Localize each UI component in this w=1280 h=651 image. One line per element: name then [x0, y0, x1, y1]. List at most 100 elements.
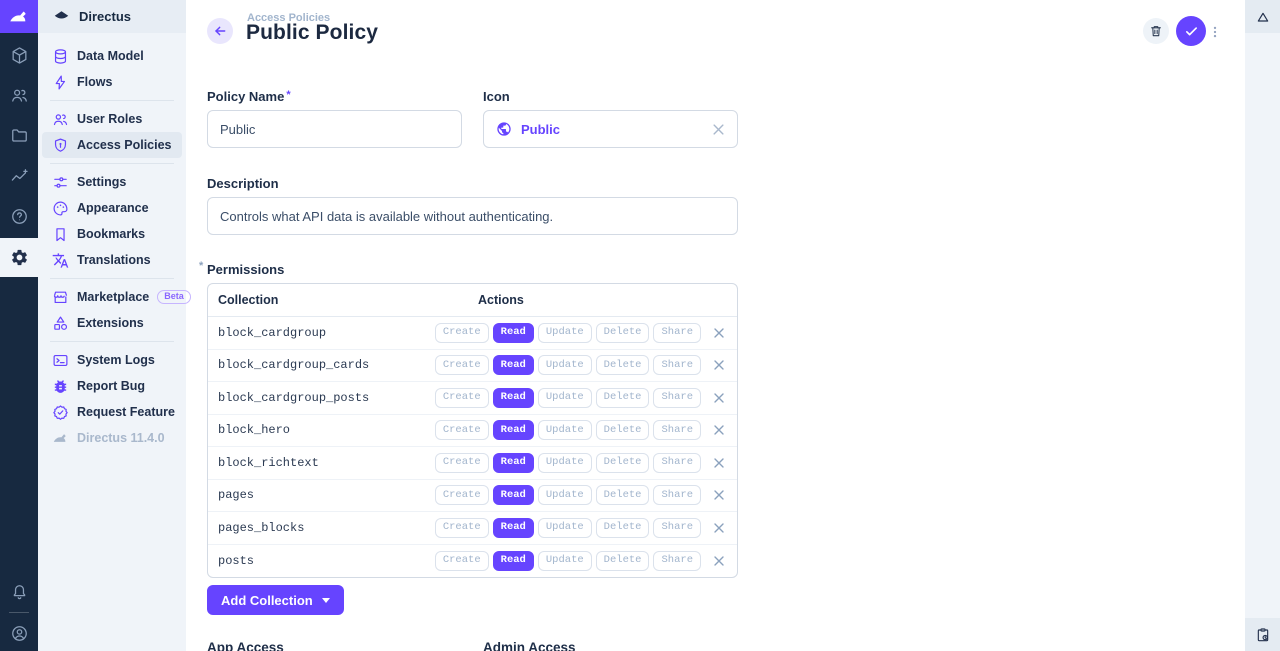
permission-delete-button[interactable]: Delete	[595, 550, 650, 571]
icon-field[interactable]: Public	[483, 110, 738, 148]
permission-create-button[interactable]: Create	[434, 355, 489, 376]
permission-delete-button[interactable]: Delete	[595, 420, 650, 441]
table-row: pages Create Read Update Delete Share	[208, 480, 737, 512]
table-row: block_hero Create Read Update Delete Sha…	[208, 415, 737, 447]
permission-read-button[interactable]: Read	[492, 420, 534, 441]
notifications-icon[interactable]	[0, 573, 38, 611]
permission-update-button[interactable]: Update	[537, 420, 592, 441]
collection-name[interactable]: block_hero	[218, 423, 291, 438]
permission-share-button[interactable]: Share	[653, 485, 701, 506]
permission-read-button[interactable]: Read	[492, 550, 534, 571]
permission-update-button[interactable]: Update	[537, 485, 592, 506]
policy-name-input[interactable]	[207, 110, 462, 148]
permission-share-button[interactable]: Share	[653, 452, 701, 473]
permission-create-button[interactable]: Create	[434, 387, 489, 408]
account-icon[interactable]	[0, 614, 38, 651]
permission-delete-button[interactable]: Delete	[595, 452, 650, 473]
sidebar-item-label: Marketplace	[77, 290, 150, 304]
settings-module-icon[interactable]	[0, 238, 38, 277]
remove-row-icon[interactable]	[713, 392, 725, 404]
permission-share-button[interactable]: Share	[653, 387, 701, 408]
remove-row-icon[interactable]	[713, 522, 725, 534]
permission-delete-button[interactable]: Delete	[595, 355, 650, 376]
remove-row-icon[interactable]	[713, 359, 725, 371]
table-row: block_cardgroup_cards Create Read Update…	[208, 350, 737, 382]
sidebar-item-appearance[interactable]: Appearance	[42, 195, 182, 221]
remove-row-icon[interactable]	[713, 457, 725, 469]
permission-create-button[interactable]: Create	[434, 517, 489, 538]
permission-update-button[interactable]: Update	[537, 387, 592, 408]
permission-share-button[interactable]: Share	[653, 420, 701, 441]
insights-module-icon[interactable]	[0, 157, 38, 195]
remove-row-icon[interactable]	[713, 424, 725, 436]
description-input[interactable]	[207, 197, 738, 235]
permission-update-button[interactable]: Update	[537, 355, 592, 376]
permission-delete-button[interactable]: Delete	[595, 485, 650, 506]
sidebar-item-request-feature[interactable]: Request Feature	[42, 399, 182, 425]
permission-share-button[interactable]: Share	[653, 517, 701, 538]
permission-read-button[interactable]: Read	[492, 485, 534, 506]
permission-share-button[interactable]: Share	[653, 550, 701, 571]
permission-read-button[interactable]: Read	[492, 387, 534, 408]
permission-create-button[interactable]: Create	[434, 550, 489, 571]
collection-name[interactable]: block_cardgroup	[218, 325, 327, 340]
remove-row-icon[interactable]	[713, 555, 725, 567]
permission-create-button[interactable]: Create	[434, 420, 489, 441]
permission-delete-button[interactable]: Delete	[595, 517, 650, 538]
revisions-drawer-button[interactable]	[1245, 618, 1280, 651]
file-library-module-icon[interactable]	[0, 116, 38, 154]
sidebar-item-extensions[interactable]: Extensions	[42, 310, 182, 336]
breadcrumb[interactable]: Access Policies	[247, 12, 331, 24]
sidebar-item-flows[interactable]: Flows	[42, 69, 182, 95]
permission-create-button[interactable]: Create	[434, 322, 489, 343]
remove-row-icon[interactable]	[713, 327, 725, 339]
collection-name[interactable]: block_richtext	[218, 455, 319, 470]
collection-name[interactable]: posts	[218, 553, 255, 568]
remove-row-icon[interactable]	[713, 489, 725, 501]
sidebar-toggle[interactable]	[1245, 0, 1280, 33]
delete-button[interactable]	[1143, 18, 1169, 44]
save-button[interactable]	[1176, 16, 1206, 46]
sidebar-item-bookmarks[interactable]: Bookmarks	[42, 221, 182, 247]
content-module-icon[interactable]	[0, 36, 38, 74]
permission-create-button[interactable]: Create	[434, 452, 489, 473]
sidebar-item-label: Report Bug	[77, 379, 146, 393]
sidebar-item-data-model[interactable]: Data Model	[42, 43, 182, 69]
sidebar-item-system-logs[interactable]: System Logs	[42, 347, 182, 373]
directus-logo[interactable]	[0, 0, 38, 33]
permission-update-button[interactable]: Update	[537, 550, 592, 571]
back-button[interactable]	[207, 18, 233, 44]
sidebar-item-settings[interactable]: Settings	[42, 169, 182, 195]
clear-icon[interactable]	[712, 123, 725, 136]
permission-update-button[interactable]: Update	[537, 517, 592, 538]
add-collection-button[interactable]: Add Collection	[207, 585, 344, 615]
permission-share-button[interactable]: Share	[653, 322, 701, 343]
sidebar-item-report-bug[interactable]: Report Bug	[42, 373, 182, 399]
permission-create-button[interactable]: Create	[434, 485, 489, 506]
documentation-module-icon[interactable]	[0, 197, 38, 235]
page-title: Public Policy	[246, 21, 379, 44]
permission-update-button[interactable]: Update	[537, 452, 592, 473]
permission-read-button[interactable]: Read	[492, 452, 534, 473]
permission-delete-button[interactable]: Delete	[595, 387, 650, 408]
user-directory-module-icon[interactable]	[0, 76, 38, 114]
sidebar-item-label: System Logs	[77, 353, 155, 367]
sidebar-item-label: Access Policies	[77, 138, 172, 152]
permission-read-button[interactable]: Read	[492, 322, 534, 343]
collection-name[interactable]: block_cardgroup_cards	[218, 358, 370, 373]
permission-read-button[interactable]: Read	[492, 517, 534, 538]
rabbit-icon	[53, 433, 66, 442]
sidebar-item-translations[interactable]: Translations	[42, 247, 182, 273]
sidebar-item-user-roles[interactable]: User Roles	[42, 106, 182, 132]
project-switcher[interactable]: Directus	[38, 0, 186, 33]
permission-read-button[interactable]: Read	[492, 355, 534, 376]
collection-name[interactable]: pages_blocks	[218, 520, 305, 535]
sidebar-item-access-policies[interactable]: Access Policies	[42, 132, 182, 158]
permission-delete-button[interactable]: Delete	[595, 322, 650, 343]
collection-name[interactable]: pages	[218, 488, 255, 503]
collection-name[interactable]: block_cardgroup_posts	[218, 390, 370, 405]
more-options-button[interactable]	[1208, 22, 1222, 42]
permission-update-button[interactable]: Update	[537, 322, 592, 343]
sidebar-item-marketplace[interactable]: Marketplace Beta	[42, 284, 191, 310]
permission-share-button[interactable]: Share	[653, 355, 701, 376]
